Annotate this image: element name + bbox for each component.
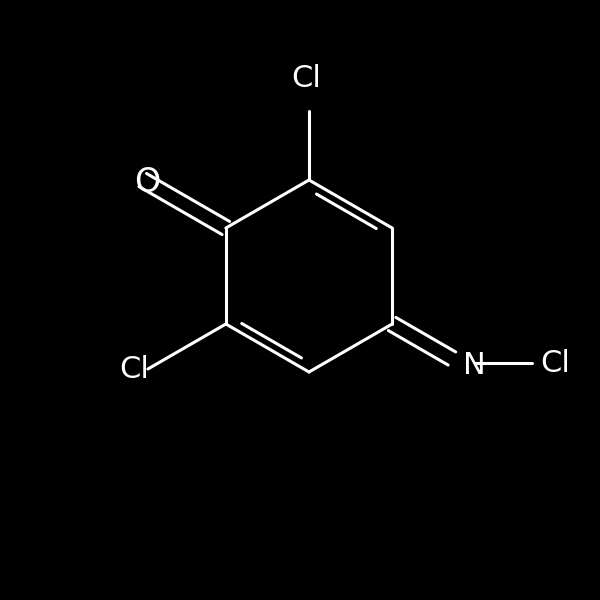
Text: Cl: Cl — [119, 355, 149, 383]
Text: Cl: Cl — [541, 349, 571, 377]
Text: O: O — [134, 166, 160, 199]
Text: Cl: Cl — [291, 64, 321, 93]
Text: N: N — [463, 352, 485, 380]
